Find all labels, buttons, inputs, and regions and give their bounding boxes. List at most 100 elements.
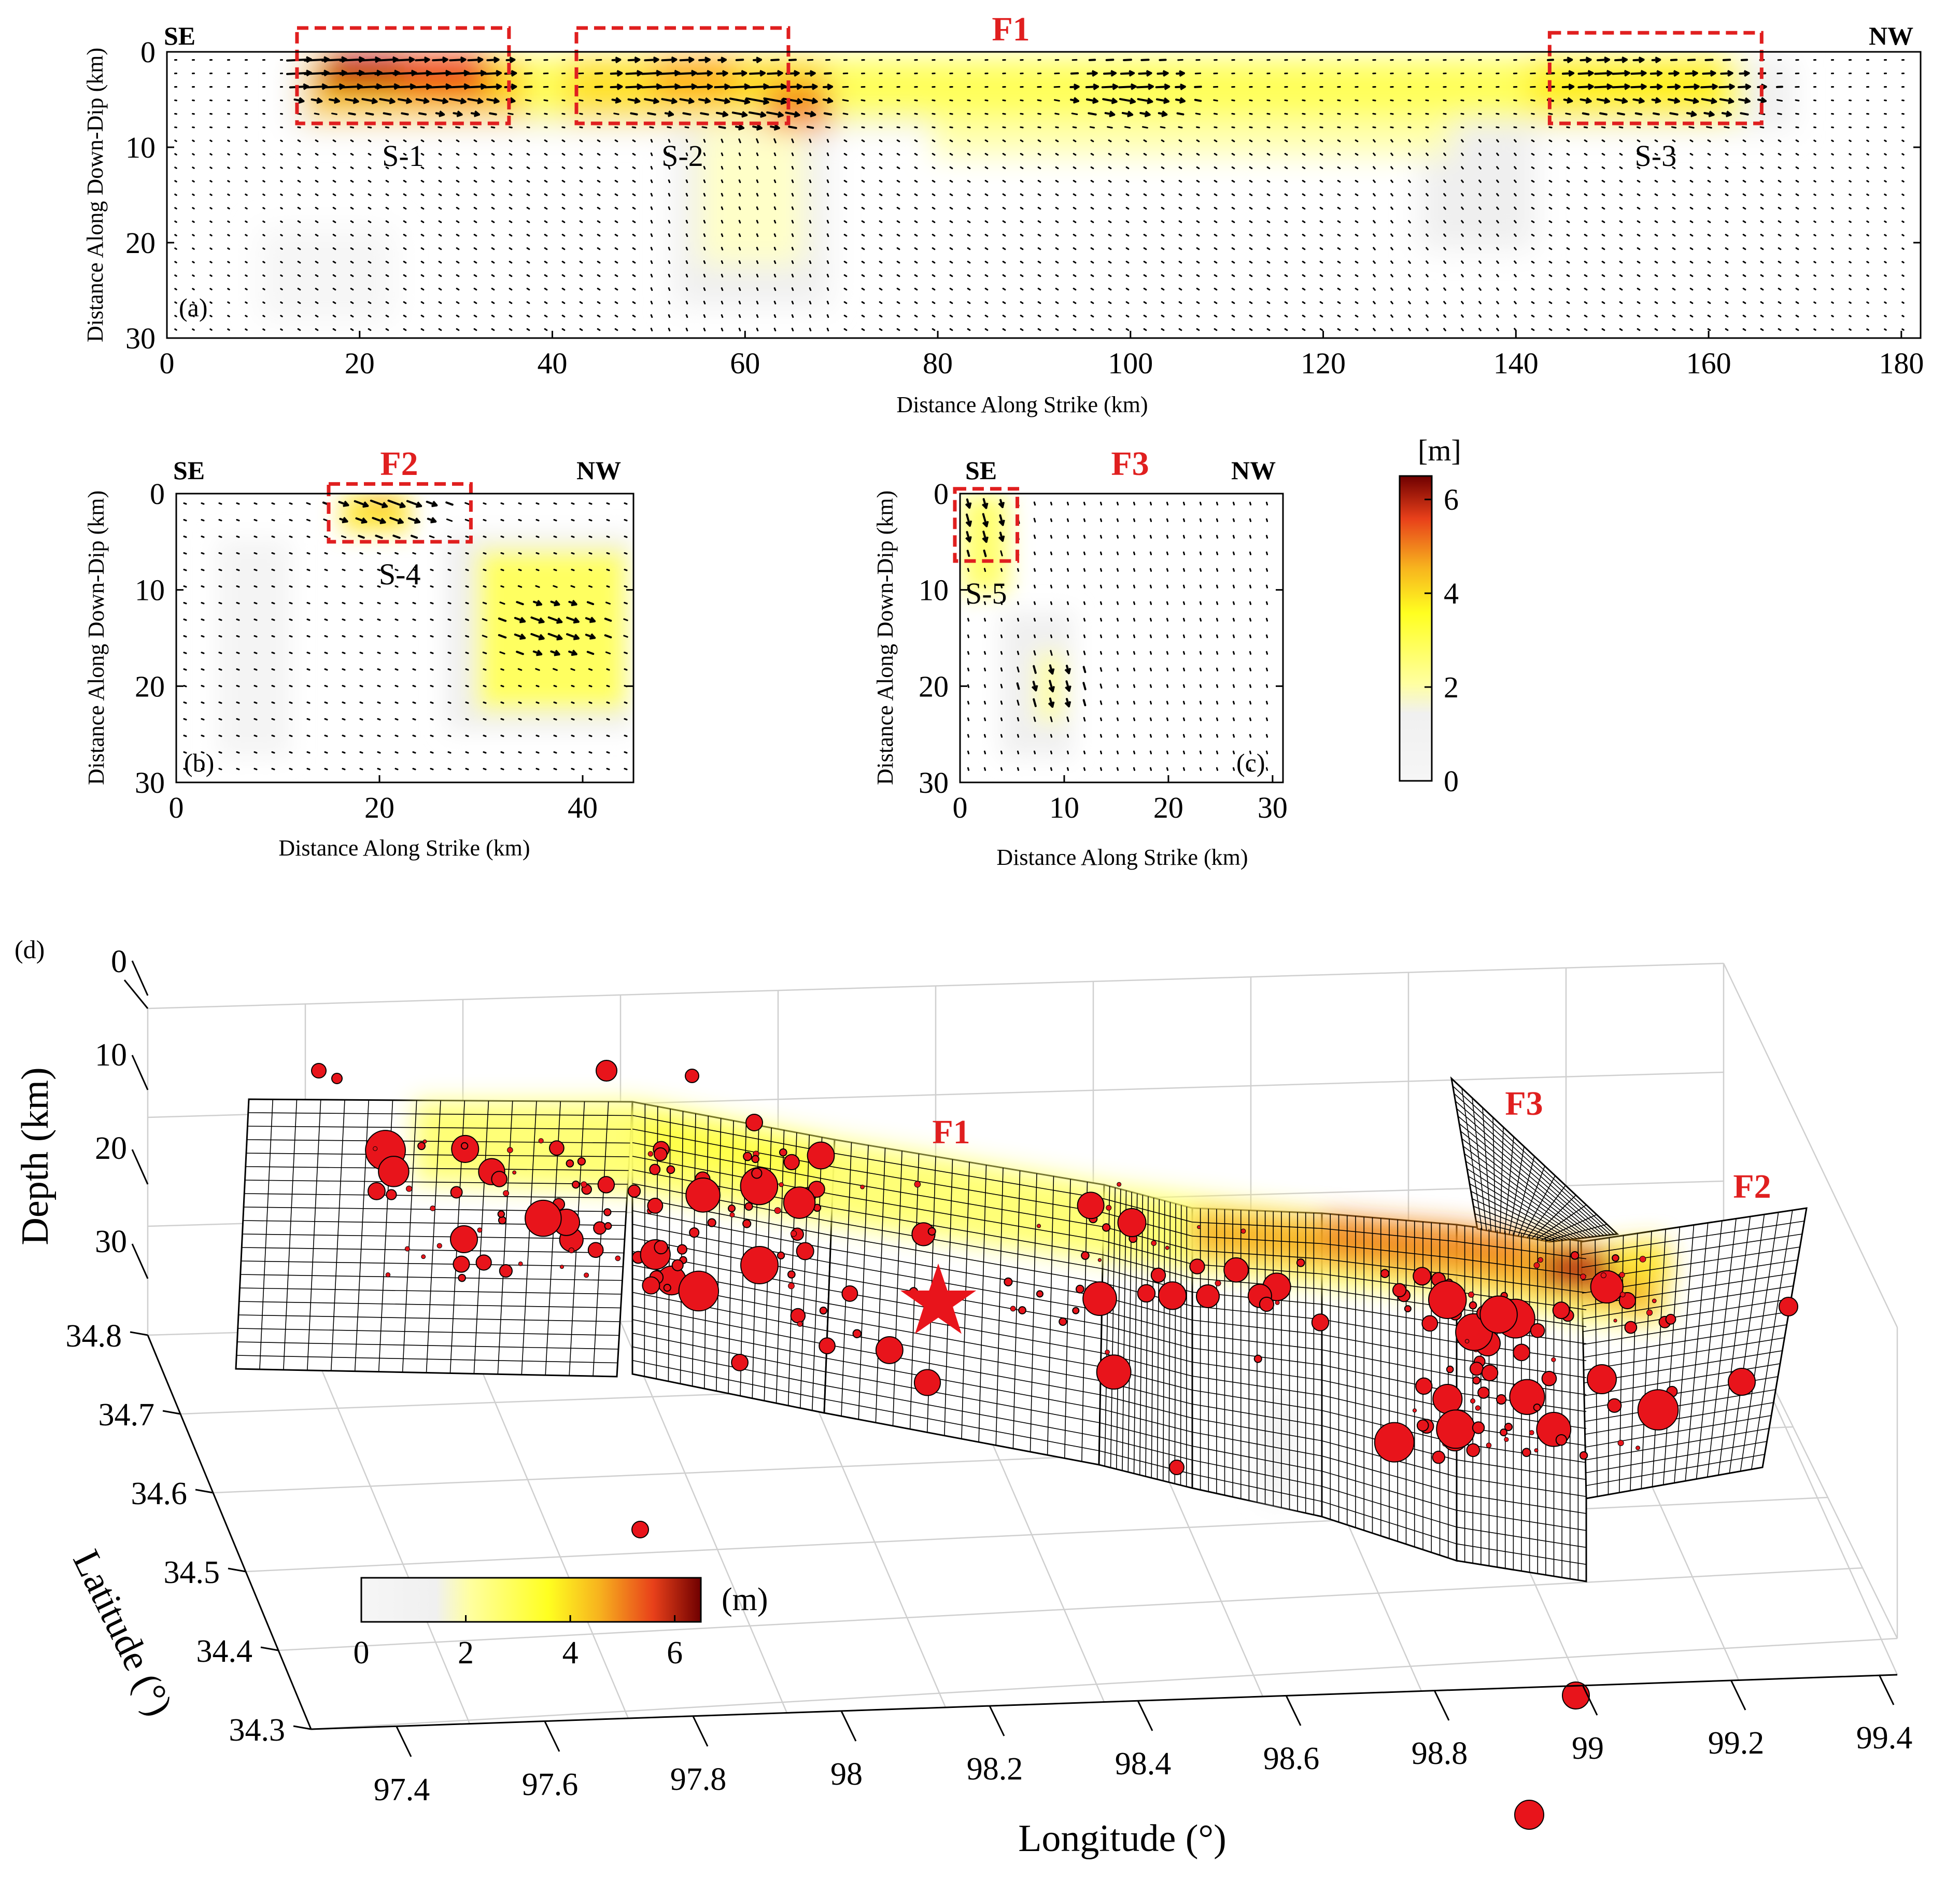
slip-vector [614, 274, 618, 277]
slip-vector-head [1638, 97, 1644, 104]
slip-vector-head [556, 634, 562, 641]
slip-vector [676, 72, 697, 75]
slip-vector [668, 233, 671, 237]
slip-vector [721, 328, 724, 332]
slip-vector [668, 260, 671, 264]
slip-vector [1231, 314, 1235, 318]
slip-vector [791, 314, 794, 318]
y-tick-label: 20 [135, 669, 165, 703]
slip-vector [1531, 206, 1535, 210]
slip-vector [949, 152, 953, 156]
slip-vector [1795, 328, 1799, 331]
subfault-label: S-1 [382, 139, 424, 173]
slip-vector [1426, 301, 1429, 304]
slip-vector [1066, 601, 1069, 605]
aftershock [729, 1212, 735, 1218]
slip-vector [1231, 274, 1235, 277]
slip-vector [1302, 179, 1306, 183]
slip-vector-head [780, 98, 786, 105]
slip-vector [174, 126, 177, 129]
slip-vector [297, 152, 301, 156]
slip-vector [983, 667, 986, 671]
slip-vector [983, 700, 986, 705]
slip-vector-head [1624, 83, 1630, 90]
slip-vector [1689, 233, 1694, 237]
slip-vector [1548, 301, 1553, 304]
slip-vector [879, 247, 883, 250]
slip-vector [209, 315, 213, 317]
slip-vector-head [1640, 83, 1646, 90]
slip-vector [632, 193, 636, 197]
aftershock [654, 1240, 668, 1255]
slip-vector [1390, 139, 1393, 143]
slip-vector [1149, 651, 1152, 655]
slip-vector [342, 767, 346, 770]
slip-vector [1033, 618, 1036, 622]
slip-vector [1302, 314, 1306, 318]
slip-vector [1584, 274, 1588, 277]
slip-vector [1055, 193, 1059, 197]
slip-vector [1725, 166, 1729, 170]
slip-vector [1531, 126, 1535, 129]
slip-vector [1249, 260, 1253, 264]
slip-vector [932, 328, 936, 331]
slip-vector [1390, 126, 1394, 129]
aftershock [790, 1230, 797, 1237]
slip-vector [756, 287, 759, 291]
aftershock [1296, 1258, 1305, 1267]
slip-vector [1884, 234, 1887, 236]
slip-vector-head [423, 97, 429, 104]
aftershock [1018, 1306, 1026, 1314]
slip-vector [1355, 233, 1359, 237]
slip-vector [1514, 301, 1517, 304]
slip-vector [1265, 601, 1268, 605]
slip-vector [209, 193, 213, 196]
slip-vector [297, 247, 301, 250]
slip-vector [1601, 287, 1605, 291]
slip-vector [605, 651, 611, 655]
slip-vector [289, 684, 293, 688]
panel-d-latitude-ticks: 34.334.434.534.634.734.8 [66, 1319, 312, 1748]
slip-vector [1514, 247, 1517, 250]
slip-vector [1707, 274, 1711, 277]
mesh-line [244, 1193, 627, 1199]
aftershock [1189, 1258, 1205, 1274]
slip-vector [1478, 220, 1482, 223]
slip-vector-head [704, 97, 711, 104]
slip-vector [1583, 126, 1588, 129]
slip-vector [1054, 99, 1060, 102]
panel-d-x-label: Longitude (°) [1018, 1817, 1226, 1860]
slip-vector [218, 535, 222, 538]
slip-vector [624, 535, 628, 538]
slip-vector [1654, 314, 1658, 318]
slip-vector [1182, 618, 1186, 622]
slip-vector [984, 206, 989, 210]
slip-vector-head [1161, 110, 1167, 117]
slip-vector [1125, 233, 1130, 237]
slip-vector [403, 274, 407, 277]
slip-vector [174, 180, 177, 183]
colorbar-unit: [m] [1418, 433, 1461, 467]
slip-vector [896, 301, 900, 304]
slip-vector [773, 301, 777, 305]
slip-vector [1795, 166, 1799, 170]
slip-vector [297, 314, 301, 318]
slip-vector-head [965, 520, 972, 527]
slip-vector [1813, 139, 1816, 142]
slip-vector [1689, 220, 1694, 223]
slip-vector [914, 220, 918, 223]
slip-vector [1337, 233, 1341, 237]
slip-vector-head [671, 56, 677, 63]
slip-vector [1584, 139, 1588, 143]
aftershock [1096, 1354, 1132, 1390]
slip-vector [579, 99, 584, 102]
slip-vector-head [408, 56, 415, 63]
slip-vector [447, 568, 452, 571]
slip-vector [1108, 301, 1112, 304]
slip-vector [438, 233, 442, 237]
slip-vector [843, 139, 848, 143]
slip-vector [1672, 301, 1676, 304]
slip-vector [1116, 518, 1119, 522]
aftershock [1117, 1208, 1147, 1237]
mesh-line [247, 1139, 630, 1144]
